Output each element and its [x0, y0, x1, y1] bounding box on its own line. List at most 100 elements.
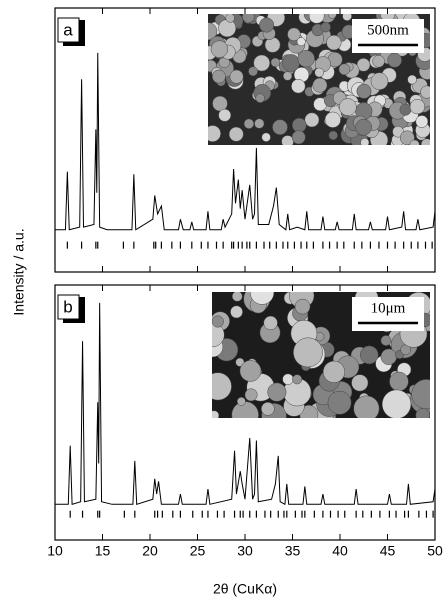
panel-label: a [63, 20, 73, 39]
scale-bar-box [352, 297, 424, 331]
particle [282, 71, 293, 81]
particle [356, 83, 372, 99]
x-tick-label: 40 [332, 543, 348, 559]
particle [308, 14, 325, 24]
particle [243, 118, 255, 129]
particle [261, 132, 271, 142]
x-tick-label: 50 [427, 543, 443, 559]
particle [420, 138, 430, 145]
particle [293, 337, 323, 368]
particle [326, 34, 342, 51]
particle [212, 95, 228, 112]
particle [248, 66, 258, 77]
particle [230, 305, 243, 319]
particle [328, 130, 338, 141]
particle [294, 298, 311, 315]
particle [324, 111, 341, 128]
particle [231, 292, 243, 302]
particle [322, 360, 346, 383]
scale-bar-label: 10μm [371, 300, 406, 316]
particle [291, 130, 306, 145]
x-tick-label: 45 [380, 543, 396, 559]
particle [212, 372, 232, 401]
particle [387, 52, 402, 68]
particle [291, 117, 307, 133]
particle [297, 50, 315, 68]
particle [270, 57, 280, 68]
particle [355, 118, 372, 136]
particle [292, 374, 303, 385]
particle [342, 14, 352, 21]
particle [372, 55, 385, 68]
particle [296, 37, 306, 47]
diffraction-line [55, 52, 436, 231]
particle [212, 315, 224, 328]
particle [339, 98, 357, 116]
panel-label: b [63, 297, 72, 316]
particle [210, 40, 229, 58]
particle [415, 408, 430, 418]
x-tick-label: 30 [237, 543, 253, 559]
particle [250, 292, 275, 305]
particle [407, 74, 417, 85]
particle [282, 54, 300, 72]
particle [314, 67, 325, 78]
particle [304, 112, 320, 128]
particle [353, 395, 380, 418]
particle [287, 27, 301, 42]
particle [208, 125, 221, 142]
particle [420, 85, 430, 99]
x-tick-label: 20 [142, 543, 158, 559]
particle [259, 17, 275, 33]
particle [381, 389, 412, 418]
particle [242, 14, 255, 23]
particle [218, 108, 232, 122]
particle [212, 69, 226, 84]
particle [239, 360, 262, 382]
particle [359, 345, 379, 365]
panel-label-box [57, 294, 80, 320]
particle [225, 14, 235, 23]
particle [312, 77, 328, 93]
particle [380, 335, 392, 346]
particle [229, 69, 244, 84]
particle [291, 78, 306, 94]
particle [231, 401, 259, 418]
particle [253, 54, 271, 72]
particle [212, 410, 220, 418]
particle [282, 373, 294, 385]
particle [338, 63, 351, 76]
x-tick-label: 15 [95, 543, 111, 559]
scale-bar-box [352, 19, 424, 53]
particle [254, 118, 265, 129]
particle [263, 315, 278, 331]
particle [320, 22, 331, 33]
particle [208, 22, 218, 41]
particle [244, 388, 258, 402]
particle [411, 379, 430, 410]
particle [399, 103, 412, 116]
particle [380, 348, 397, 365]
x-tick-label: 35 [285, 543, 301, 559]
particle [327, 14, 337, 19]
particle [228, 126, 244, 142]
diffraction-line [55, 302, 436, 506]
particle [370, 72, 389, 90]
x-axis-label: 2θ (CuKα) [213, 581, 277, 597]
particle [236, 397, 246, 406]
particle [409, 98, 426, 115]
panel-label-box [57, 17, 80, 43]
particle [327, 390, 352, 415]
particle [218, 19, 237, 38]
y-axis-label: Intensity / a.u. [11, 228, 27, 315]
particle [272, 119, 288, 135]
particle [409, 139, 420, 145]
particle [389, 371, 409, 392]
x-tick-label: 10 [47, 543, 63, 559]
particle [267, 382, 287, 402]
particle [415, 115, 429, 128]
particle [360, 138, 370, 145]
particle [351, 374, 369, 392]
scale-bar-label: 500nm [367, 22, 409, 38]
